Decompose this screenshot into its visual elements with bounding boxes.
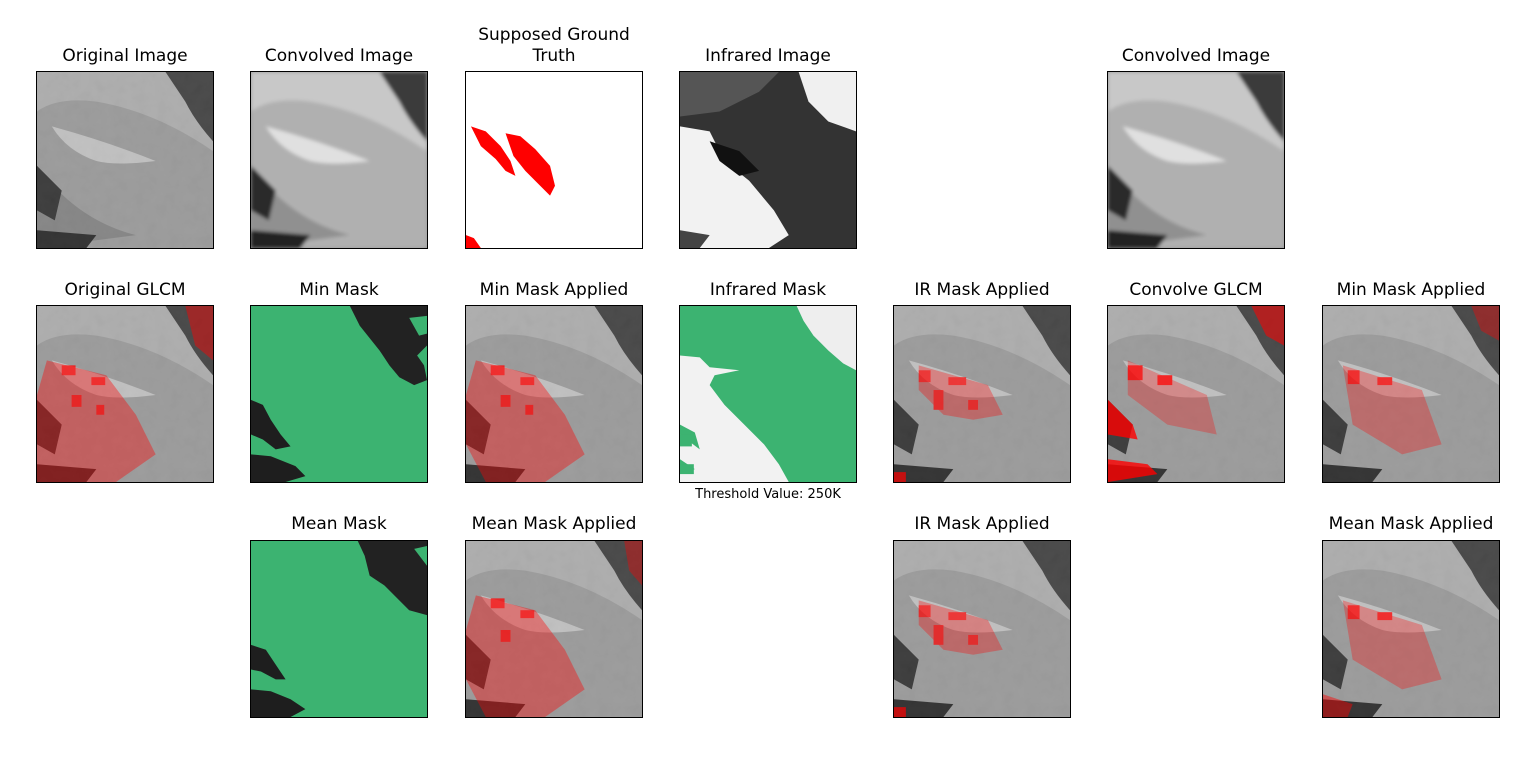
title-min-mask: Min Mask [299,280,379,300]
title-convolved-image: Convolved Image [264,46,414,66]
convolve-glcm-panel [1107,305,1285,483]
mean-mask-applied-panel [465,540,643,718]
title-ir-mask-applied-2: IR Mask Applied [914,514,1050,534]
ground-truth [466,72,642,248]
min-mask-applied-2 [1323,306,1499,482]
min-mask-panel [250,305,428,483]
convolved-image [251,72,427,248]
ir-mask-applied-2 [894,541,1070,717]
convolved-image-panel [250,71,428,249]
infrared-image [680,72,856,248]
title-ir-mask-applied: IR Mask Applied [914,280,1050,300]
title-infrared-image: Infrared Image [705,46,831,66]
title-mean-mask-applied: Mean Mask Applied [471,514,637,534]
title-convolve-glcm: Convolve GLCM [1129,280,1263,300]
mean-mask-applied-2 [1323,541,1499,717]
convolve-glcm [1108,306,1284,482]
min-mask-applied [466,306,642,482]
threshold-caption: Threshold Value: 250K [695,487,841,502]
infrared-mask [680,306,856,482]
min-mask-applied-2-panel [1322,305,1500,483]
mean-mask [251,541,427,717]
title-mean-mask: Mean Mask [291,514,387,534]
title-convolved-image-2: Convolved Image [1121,46,1271,66]
ir-mask-applied-panel [893,305,1071,483]
title-ground-truth-line2: Truth [532,46,576,66]
original-glcm [37,306,213,482]
ir-mask-applied [894,306,1070,482]
convolved-image-2-panel [1107,71,1285,249]
mean-mask-panel [250,540,428,718]
ground-truth-panel [465,71,643,249]
title-min-mask-applied-2: Min Mask Applied [1336,280,1486,300]
title-original-glcm: Original GLCM [64,280,186,300]
infrared-mask-panel [679,305,857,483]
mean-mask-applied-2-panel [1322,540,1500,718]
mean-mask-applied [466,541,642,717]
min-mask [251,306,427,482]
min-mask-applied-panel [465,305,643,483]
infrared-image-panel [679,71,857,249]
title-ground-truth-line1: Supposed Ground [478,25,630,45]
title-infrared-mask: Infrared Mask [709,280,827,300]
title-original-image: Original Image [62,46,188,66]
ir-mask-applied-2-panel [893,540,1071,718]
title-min-mask-applied: Min Mask Applied [479,280,629,300]
convolved-image-2 [1108,72,1284,248]
original-image-panel [36,71,214,249]
original-image [37,72,213,248]
original-glcm-panel [36,305,214,483]
title-mean-mask-applied-2: Mean Mask Applied [1328,514,1494,534]
